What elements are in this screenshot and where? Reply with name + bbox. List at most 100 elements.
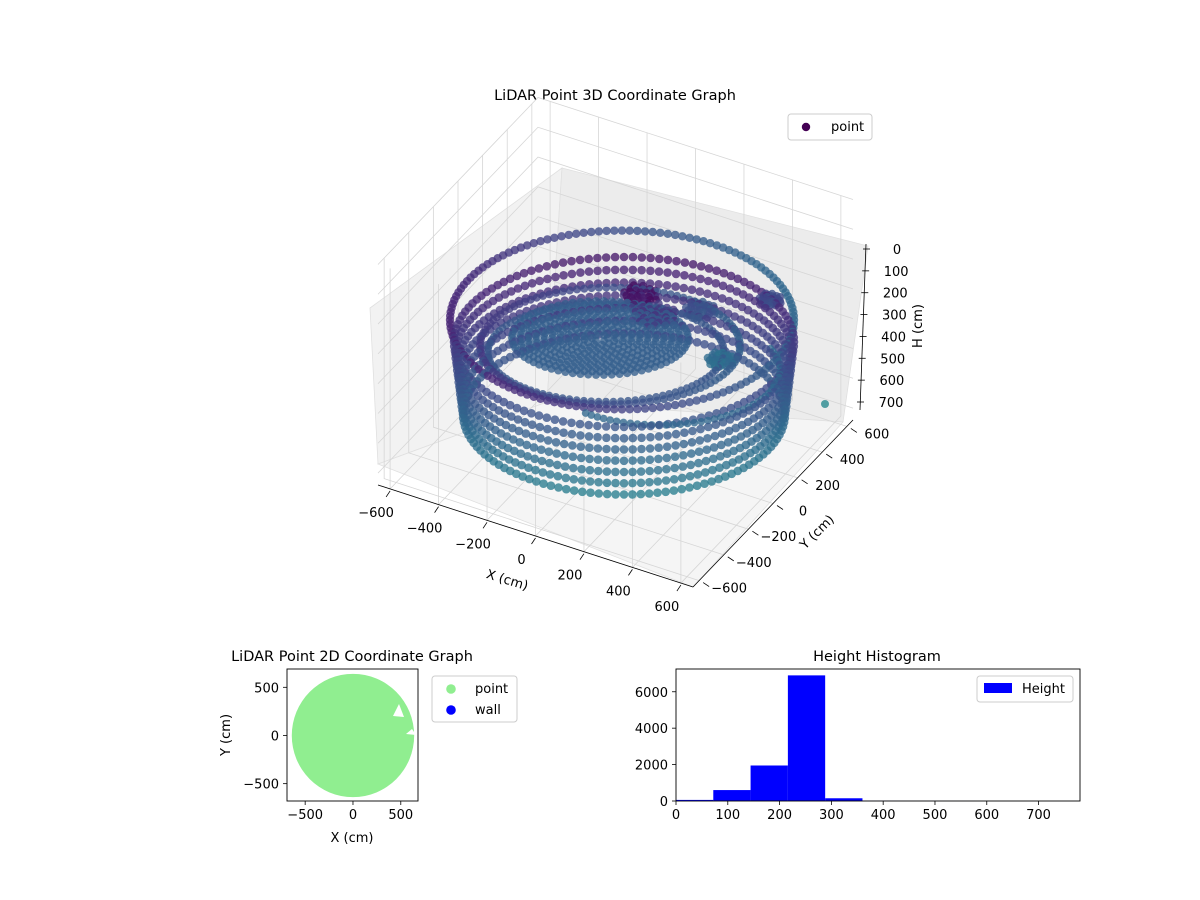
point-marker xyxy=(678,462,688,471)
point-marker xyxy=(509,435,518,444)
point-marker xyxy=(551,272,560,282)
point-marker xyxy=(687,285,697,295)
point-marker xyxy=(619,445,629,454)
point-marker xyxy=(693,470,703,479)
point-marker xyxy=(602,489,612,499)
point-marker xyxy=(514,426,524,436)
point-marker xyxy=(661,476,671,485)
point-marker xyxy=(709,454,718,464)
point-marker xyxy=(594,489,604,498)
point-marker xyxy=(557,399,566,408)
point-marker xyxy=(572,402,581,411)
point-marker xyxy=(576,453,586,463)
point-marker xyxy=(602,265,611,275)
point-marker xyxy=(592,370,601,379)
point-marker xyxy=(656,403,665,412)
point-marker xyxy=(680,271,689,280)
point-marker xyxy=(669,420,678,429)
point-marker xyxy=(522,440,531,450)
point-marker xyxy=(545,290,554,299)
plot-frame-2d xyxy=(286,668,419,802)
point-marker xyxy=(687,449,696,458)
legend-3d-frame xyxy=(787,113,873,141)
notch-gap-2 xyxy=(406,729,416,735)
z-axis-label-3d: H (cm) xyxy=(911,304,926,348)
point-marker xyxy=(587,411,596,419)
point-marker xyxy=(697,417,705,426)
point-marker xyxy=(706,239,715,248)
point-marker xyxy=(646,397,655,406)
x-tick-label-3d: 200 xyxy=(558,569,583,584)
point-marker xyxy=(609,283,618,292)
point-marker xyxy=(692,481,702,491)
point-marker xyxy=(673,392,682,401)
point-marker xyxy=(685,233,694,242)
point-marker xyxy=(542,262,552,271)
point-marker xyxy=(619,490,629,499)
point-marker xyxy=(636,467,646,476)
point-marker xyxy=(607,370,616,379)
x-tick-label-3d: −200 xyxy=(455,537,491,552)
point-marker xyxy=(611,490,620,499)
point-marker xyxy=(628,265,638,275)
point-marker xyxy=(706,392,715,401)
point-marker xyxy=(559,271,568,280)
point-marker xyxy=(554,366,563,375)
point-marker xyxy=(628,478,637,488)
point-marker xyxy=(513,415,523,424)
point-marker xyxy=(671,441,680,450)
point-marker xyxy=(678,232,687,241)
chart-2d: LiDAR Point 2D Coordinate Graph −500 0 500… xyxy=(219,649,518,846)
y-axis-line xyxy=(692,419,854,588)
point-marker xyxy=(633,404,642,414)
point-marker xyxy=(550,260,560,269)
point-marker xyxy=(535,276,544,286)
point-marker xyxy=(654,454,663,464)
point-marker xyxy=(693,325,703,334)
point-marker xyxy=(692,235,701,244)
point-marker xyxy=(527,420,537,430)
point-marker xyxy=(645,477,654,487)
point-marker xyxy=(640,404,650,413)
y-tick-label-hist: 6000 xyxy=(635,686,668,701)
y-tick-label-hist: 0 xyxy=(660,795,668,810)
point-marker xyxy=(718,417,728,427)
point-marker xyxy=(544,447,554,457)
point-marker xyxy=(610,433,620,443)
point-marker xyxy=(710,431,720,441)
point-marker xyxy=(568,369,577,378)
point-marker xyxy=(567,429,577,439)
ticks-2d: −500 0 500 −500 0 500 xyxy=(243,681,413,823)
point-marker xyxy=(508,423,517,433)
point-marker xyxy=(594,466,603,476)
point-marker xyxy=(669,475,679,484)
x-tick-label-hist: 400 xyxy=(871,808,896,823)
point-marker xyxy=(611,478,620,488)
point-marker xyxy=(676,420,685,429)
point-marker xyxy=(685,398,694,407)
point-marker xyxy=(542,413,552,423)
point-marker xyxy=(724,296,734,306)
point-marker xyxy=(663,268,672,277)
point-marker xyxy=(700,479,709,489)
z-tick-label-3d: 100 xyxy=(884,265,909,280)
histogram-bar xyxy=(676,799,714,801)
point-marker xyxy=(699,237,708,246)
point-marker xyxy=(558,287,567,296)
point-marker xyxy=(611,467,620,477)
point-marker xyxy=(593,413,602,421)
point-marker xyxy=(628,252,638,262)
point-marker xyxy=(565,286,574,295)
point-marker xyxy=(677,473,687,483)
point-marker xyxy=(538,291,547,300)
point-marker xyxy=(530,454,539,464)
x-tick-label-hist: 200 xyxy=(767,808,792,823)
point-marker xyxy=(551,438,561,447)
point-marker xyxy=(593,421,602,431)
point-marker xyxy=(722,449,732,459)
point-marker xyxy=(712,241,721,250)
point-marker xyxy=(602,283,611,292)
point-marker xyxy=(704,422,713,432)
point-marker xyxy=(711,279,721,288)
point-marker xyxy=(717,429,727,438)
